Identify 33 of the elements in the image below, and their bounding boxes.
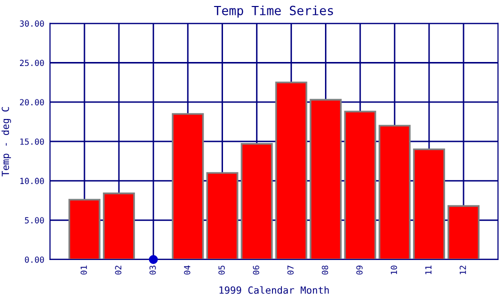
y-tick-label: 15.00 — [20, 138, 44, 145]
x-axis-title: 1999 Calendar Month — [220, 286, 329, 294]
y-tick-label: 25.00 — [20, 60, 44, 66]
x-tick-label: 01 — [80, 266, 87, 275]
y-tick-label: 20.00 — [20, 99, 44, 106]
bar — [310, 98, 342, 260]
y-axis-title: Temp - deg C — [2, 107, 12, 176]
x-tick-label: 03 — [150, 266, 156, 275]
bar — [206, 172, 238, 260]
chart-title: Temp Time Series — [214, 6, 333, 18]
bar — [102, 192, 135, 260]
y-tick-label: 10.00 — [20, 178, 44, 184]
x-tick-label: 04 — [184, 265, 190, 275]
x-tick-label: 05 — [218, 266, 225, 275]
x-tick-label: 10 — [390, 266, 398, 274]
x-tick-label: 02 — [115, 266, 122, 275]
bar — [68, 198, 100, 260]
bar — [448, 205, 480, 260]
x-tick-label: 08 — [322, 266, 328, 275]
bar — [240, 142, 273, 260]
bar — [275, 82, 308, 260]
bar — [378, 124, 411, 260]
y-tick-label: 5.00 — [24, 217, 44, 224]
bar — [172, 113, 204, 260]
y-tick-label: 0.00 — [24, 256, 44, 263]
x-tick-label: 06 — [252, 266, 260, 275]
x-tick-label: 07 — [287, 266, 294, 275]
x-tick-label: 12 — [460, 266, 466, 274]
x-tick-label: 11 — [425, 266, 432, 274]
x-tick-label: 09 — [356, 266, 363, 275]
bar — [413, 148, 446, 260]
y-tick-label: 30.00 — [20, 20, 44, 27]
bar — [344, 110, 376, 260]
